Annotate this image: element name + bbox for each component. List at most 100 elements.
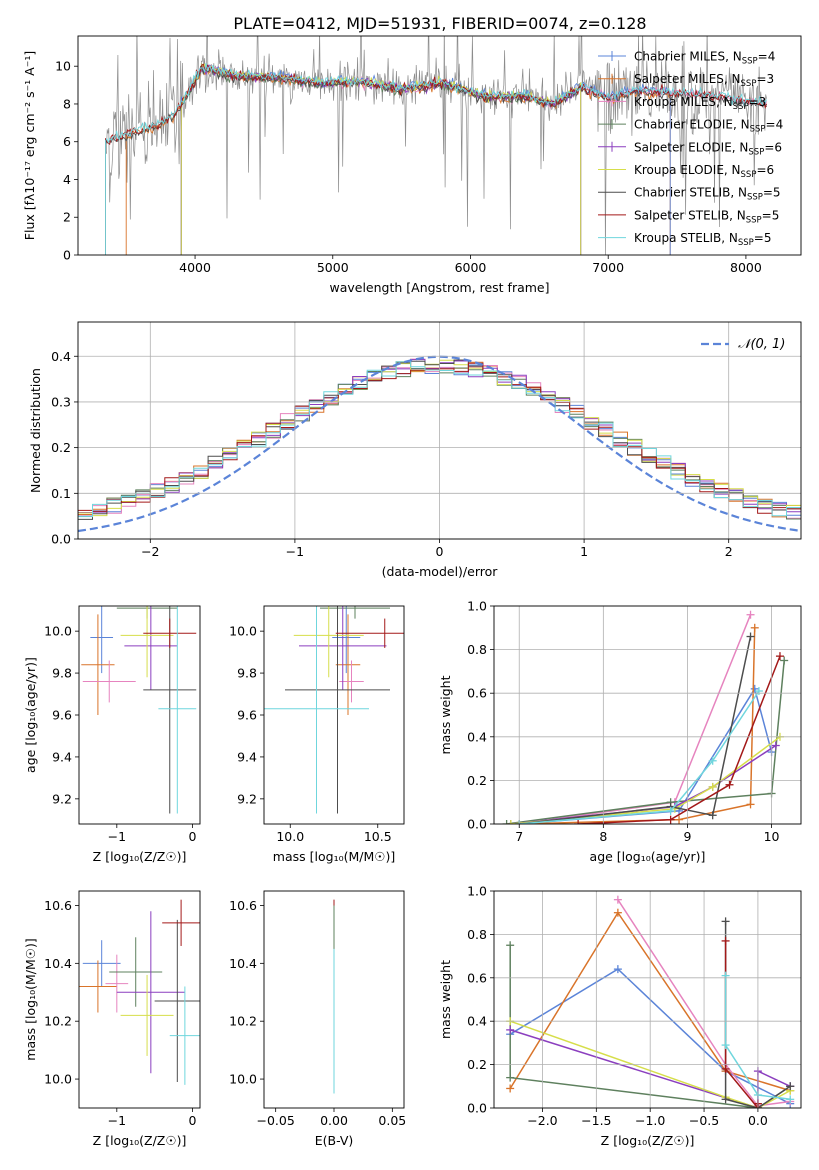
y-tick-label: 1.0 [467,599,487,614]
weight-line [617,899,791,1107]
legend-count: =5 [754,231,772,245]
legend-subscript: SSP [746,215,762,225]
x-tick-label: 9 [683,829,691,844]
weight-line [724,975,791,1101]
figure-title: PLATE=0412, MJD=51931, FIBERID=0074, z=0… [233,14,646,33]
x-tick-label: −1 [286,544,304,559]
y-tick-label: 1.0 [467,884,487,899]
spectrum-legend: Chabrier MILES, NSSP=4 Salpeter MILES, NS… [598,50,783,248]
x-tick-label: 1 [580,544,588,559]
x-tick-label: 7 [515,829,523,844]
plot-area-weight-vs-age [502,610,789,824]
x-tick-label: 8000 [730,260,762,275]
x-tick-label: 8 [599,829,607,844]
x-tick-label: 0.05 [378,1113,406,1128]
model-spectrum-line [105,63,768,255]
legend-entry: Salpeter STELIB, NSSP=5 [634,208,779,225]
axes-frame [77,35,802,256]
y-axis-label: mass weight [438,960,453,1039]
x-tick-label: −0.5 [689,1113,719,1128]
legend-subscript: SSP [733,102,749,112]
x-tick-label: −2 [141,544,159,559]
y-tick-label: 10.0 [229,1072,257,1087]
y-tick-label: 9.2 [237,791,257,806]
y-tick-label: 10.4 [229,956,257,971]
x-tick-label: 0 [188,829,196,844]
y-tick-label: 10.2 [44,1014,72,1029]
y-tick-label: 9.8 [237,666,257,681]
plot-area-spectrum [105,36,768,255]
x-tick-label: 10.0 [276,829,304,844]
legend-subscript: SSP [738,238,754,248]
y-tick-label: 0.2 [467,1057,487,1072]
legend-subscript: SSP [741,170,757,180]
x-tick-label: −1.5 [581,1113,611,1128]
x-tick-label: 2 [725,544,733,559]
y-axis-label: Flux [fλ10⁻¹⁷ erg cm⁻² s⁻¹ A⁻¹] [22,51,37,240]
x-axis-label: Z [log₁₀(Z/Z☉)] [93,849,187,864]
plot-area-mass-vs-Z [79,899,200,1085]
y-tick-label: 6 [63,134,71,149]
y-tick-label: 0.3 [51,394,71,409]
weight-line [506,660,785,824]
y-tick-label: 0.0 [467,1101,487,1116]
observed-spectrum-line [105,36,767,255]
panel-weight-vs-Z: −2.0 −1.5 −1.0 −0.5 0.0 0.0 0.2 0.4 0.6 0.8 1.0 Z [… [438,884,802,1148]
plot-area-age-vs-mass [264,606,404,814]
axes-frame [78,605,201,825]
axes-frame [263,890,405,1109]
y-tick-label: 0.1 [51,486,71,501]
legend-count: =6 [764,140,782,154]
legend-subscript: SSP [747,193,763,203]
x-tick-label: 5000 [317,260,349,275]
legend-entry: Chabrier STELIB, NSSP=5 [634,186,781,203]
x-axis-label: E(B-V) [315,1133,354,1148]
x-tick-label: 0 [188,1113,196,1128]
y-axis-label: Normed distribution [28,368,43,493]
legend-subscript: SSP [742,57,758,67]
y-tick-label: 10.4 [44,956,72,971]
legend-entry: Chabrier ELODIE, NSSP=4 [634,118,783,135]
y-tick-label: 10.0 [44,1072,72,1087]
y-tick-label: 0.6 [467,686,487,701]
legend-count: =4 [758,50,776,64]
y-tick-label: 4 [63,172,71,187]
x-tick-label: −2.0 [527,1113,557,1128]
y-tick-label: 9.8 [52,666,72,681]
panel-age-vs-mass: 10.0 10.5 9.2 9.4 9.6 9.8 10.0 mass [log₁₀(M/M☉… [229,605,405,864]
x-axis-label: Z [log₁₀(Z/Z☉)] [601,1133,695,1148]
legend-entry: Kroupa STELIB, NSSP=5 [634,231,772,248]
y-tick-label: 8 [63,96,71,111]
legend-subscript: SSP [748,147,764,157]
legend-entry: Chabrier MILES, NSSP=4 [634,50,775,67]
x-tick-label: −1 [108,1113,126,1128]
y-tick-label: 10.0 [44,624,72,639]
legend-entry: Salpeter ELODIE, NSSP=6 [634,140,782,157]
legend-entry: Salpeter MILES, NSSP=3 [634,72,774,89]
panel-spectrum: 4000 5000 6000 7000 8000 0 2 4 6 8 10 wavelength [A… [22,35,802,295]
y-axis-label: mass weight [438,675,453,754]
panel-residuals: −2 −1 0 1 2 0.0 0.1 0.2 0.3 0.4 (data-model)/error… [28,321,802,579]
y-tick-label: 10.0 [229,624,257,639]
x-tick-label: −1.0 [635,1113,665,1128]
y-tick-label: 10.6 [44,898,72,913]
weight-line [519,627,756,824]
weight-line [578,655,781,824]
panel-mass-vs-Z: −1 0 10.0 10.2 10.4 10.6 Z [log₁₀(Z/Z☉)] mass [… [23,890,201,1148]
axes-frame [493,890,802,1109]
weight-line [519,636,752,824]
legend-count: =6 [756,163,774,177]
x-axis-label: Z [log₁₀(Z/Z☉)] [93,1133,187,1148]
weight-line [519,690,760,824]
y-tick-label: 0.2 [467,773,487,788]
y-tick-label: 0.4 [467,729,487,744]
panel-age-vs-Z: −1 0 9.2 9.4 9.6 9.8 10.0 Z [log₁₀(Z/Z☉)] age [l… [23,605,201,864]
y-tick-label: 0.6 [467,970,487,985]
x-tick-label: 10.5 [364,829,392,844]
model-spectrum-line [180,62,582,255]
axes-frame [77,321,802,540]
panel-weight-vs-age: 7 8 9 10 0.0 0.2 0.4 0.6 0.8 1.0 age [log₁₀(age/yr… [438,599,802,864]
y-tick-label: 0.0 [51,532,71,547]
x-tick-label: −1 [108,829,126,844]
